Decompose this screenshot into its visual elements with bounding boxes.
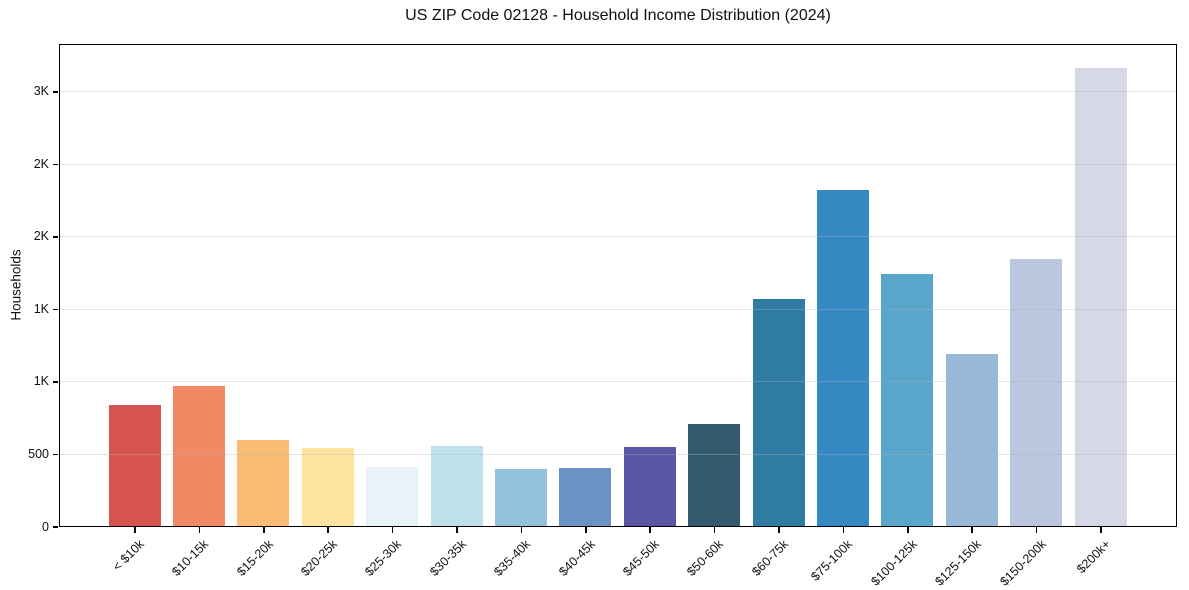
bar-$50-60k [688, 424, 741, 526]
x-tick-mark [778, 527, 780, 533]
y-tick-mark [52, 91, 58, 93]
y-tick-mark [52, 163, 58, 166]
y-tick-label: 500 [28, 446, 49, 461]
bar-$35-40k [494, 469, 547, 526]
y-tick-mark [52, 526, 58, 528]
x-tick-label: $100-125k [868, 537, 920, 589]
y-tick-label: 3K [33, 84, 49, 99]
x-tick-mark [842, 527, 845, 533]
x-tick-mark [649, 527, 651, 533]
y-tick-label: 2K [33, 229, 49, 244]
gridline [60, 91, 1176, 93]
y-tick-mark [52, 453, 58, 456]
bar-$10-15k [172, 386, 225, 526]
y-tick-mark [52, 381, 58, 383]
x-tick-label: $75-100k [808, 537, 856, 584]
x-tick-mark [713, 527, 716, 533]
x-tick-label: $35-40k [491, 537, 534, 579]
x-tick-label: $50-60k [684, 537, 727, 579]
x-tick-label: $25-30k [362, 537, 405, 579]
x-tick-label: $10-15k [169, 537, 212, 579]
bar-$125-150k [945, 354, 998, 526]
x-tick-label: $15-20k [233, 537, 276, 579]
y-tick-mark [52, 308, 58, 311]
x-tick-mark [134, 527, 136, 533]
bar-$60-75k [752, 299, 805, 526]
y-tick-mark [52, 236, 58, 238]
x-tick-label: $45-50k [620, 537, 663, 579]
bar-$100-125k [881, 273, 934, 526]
x-tick-mark [520, 527, 523, 533]
x-tick-mark [327, 527, 329, 533]
x-tick-mark [391, 527, 394, 533]
x-tick-label: $40-45k [555, 537, 598, 579]
y-tick-label: 2K [33, 156, 49, 171]
x-tick-label: $200k+ [1073, 537, 1113, 577]
y-tick-label: 0 [42, 519, 49, 534]
gridline [60, 163, 1176, 165]
bar-$30-35k [430, 445, 483, 526]
bar-$25-30k [366, 467, 419, 526]
bar-$200k+ [1074, 67, 1127, 526]
x-tick-label: $60-75k [749, 537, 791, 579]
x-tick-mark [263, 527, 265, 533]
gridline [60, 308, 1176, 310]
bar-$150-200k [1010, 259, 1063, 526]
plot-area [59, 44, 1177, 527]
bar-$75-100k [816, 189, 869, 526]
x-tick-mark [456, 527, 458, 533]
gridline [60, 236, 1176, 238]
x-tick-mark [907, 527, 909, 533]
x-tick-mark [1035, 527, 1038, 533]
gridline [60, 381, 1176, 383]
bar-$20-25k [301, 448, 354, 526]
x-tick-label: $30-35k [427, 537, 469, 579]
x-tick-mark [198, 527, 201, 533]
gridline [60, 453, 1176, 455]
y-tick-label: 1K [33, 374, 49, 389]
x-tick-label: < $10k [110, 537, 147, 574]
bar-$40-45k [559, 467, 612, 526]
x-tick-label: $20-25k [298, 537, 341, 579]
x-tick-mark [585, 527, 587, 533]
x-tick-mark [971, 527, 973, 533]
chart-title: US ZIP Code 02128 - Household Income Dis… [405, 7, 831, 24]
bar-$45-50k [623, 446, 676, 526]
x-tick-label: $150-200k [996, 537, 1049, 589]
x-tick-label: $125-150k [932, 537, 985, 589]
x-tick-mark [1100, 527, 1102, 533]
bar-$15-20k [237, 440, 290, 526]
y-tick-label: 1K [33, 301, 49, 316]
bar-< $10k [108, 404, 161, 526]
